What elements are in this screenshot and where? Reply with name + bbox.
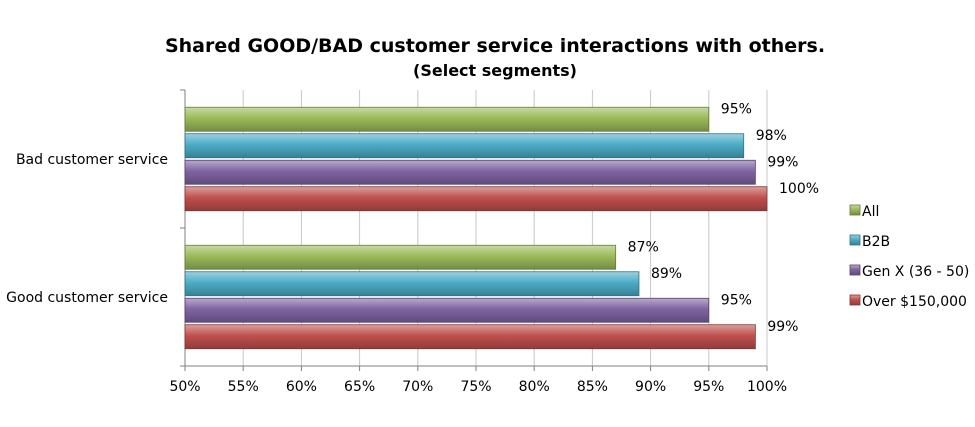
bar-all xyxy=(184,244,617,270)
data-label: 95% xyxy=(721,101,752,117)
data-label: 87% xyxy=(628,239,659,255)
x-tick-label: 90% xyxy=(635,379,666,395)
data-label: 98% xyxy=(756,128,787,144)
legend-label: B2B xyxy=(862,234,890,250)
data-labels: 95%98%99%100%87%89%95%99% xyxy=(628,101,819,335)
data-label: 100% xyxy=(779,181,819,197)
x-tick-label: 50% xyxy=(169,379,200,395)
data-label: 99% xyxy=(767,154,798,170)
data-label: 95% xyxy=(721,292,752,308)
x-tick-label: 65% xyxy=(344,379,375,395)
category-label: Bad customer service xyxy=(16,152,168,168)
bar-b2b xyxy=(184,133,745,159)
x-tick-label: 80% xyxy=(519,379,550,395)
category-label: Good customer service xyxy=(6,290,168,306)
bar-over-150-000 xyxy=(184,186,768,212)
x-tick-label: 95% xyxy=(693,379,724,395)
bar-gen-x-36-50 xyxy=(184,159,756,185)
x-tick-label: 55% xyxy=(228,379,259,395)
legend-label: All xyxy=(862,204,879,220)
bar-gen-x-36-50 xyxy=(184,297,710,323)
legend-label: Over $150,000 xyxy=(862,294,967,310)
legend-swatch xyxy=(849,294,861,306)
legend-swatch xyxy=(849,264,861,276)
bar-over-150-000 xyxy=(184,324,756,350)
data-label: 99% xyxy=(767,319,798,335)
legend-label: Gen X (36 - 50) xyxy=(862,264,969,280)
legend-swatch xyxy=(849,204,861,216)
chart-title: Shared GOOD/BAD customer service interac… xyxy=(165,35,825,57)
x-tick-label: 85% xyxy=(577,379,608,395)
chart-subtitle: (Select segments) xyxy=(413,61,577,80)
x-tick-label: 75% xyxy=(460,379,491,395)
legend-swatch xyxy=(849,234,861,246)
x-tick-label: 70% xyxy=(402,379,433,395)
bar-b2b xyxy=(184,271,640,297)
bars xyxy=(184,106,768,350)
data-label: 89% xyxy=(651,266,682,282)
axes: 50% 55% 60% 65% 70% 75% 80% 85% 90% 95% 100% Bad cu… xyxy=(6,89,787,395)
x-tick-label: 60% xyxy=(286,379,317,395)
legend: All B2B Gen X (36 - 50) Over $150,000 xyxy=(849,204,969,310)
bar-all xyxy=(184,106,710,132)
x-tick-label: 100% xyxy=(747,379,787,395)
